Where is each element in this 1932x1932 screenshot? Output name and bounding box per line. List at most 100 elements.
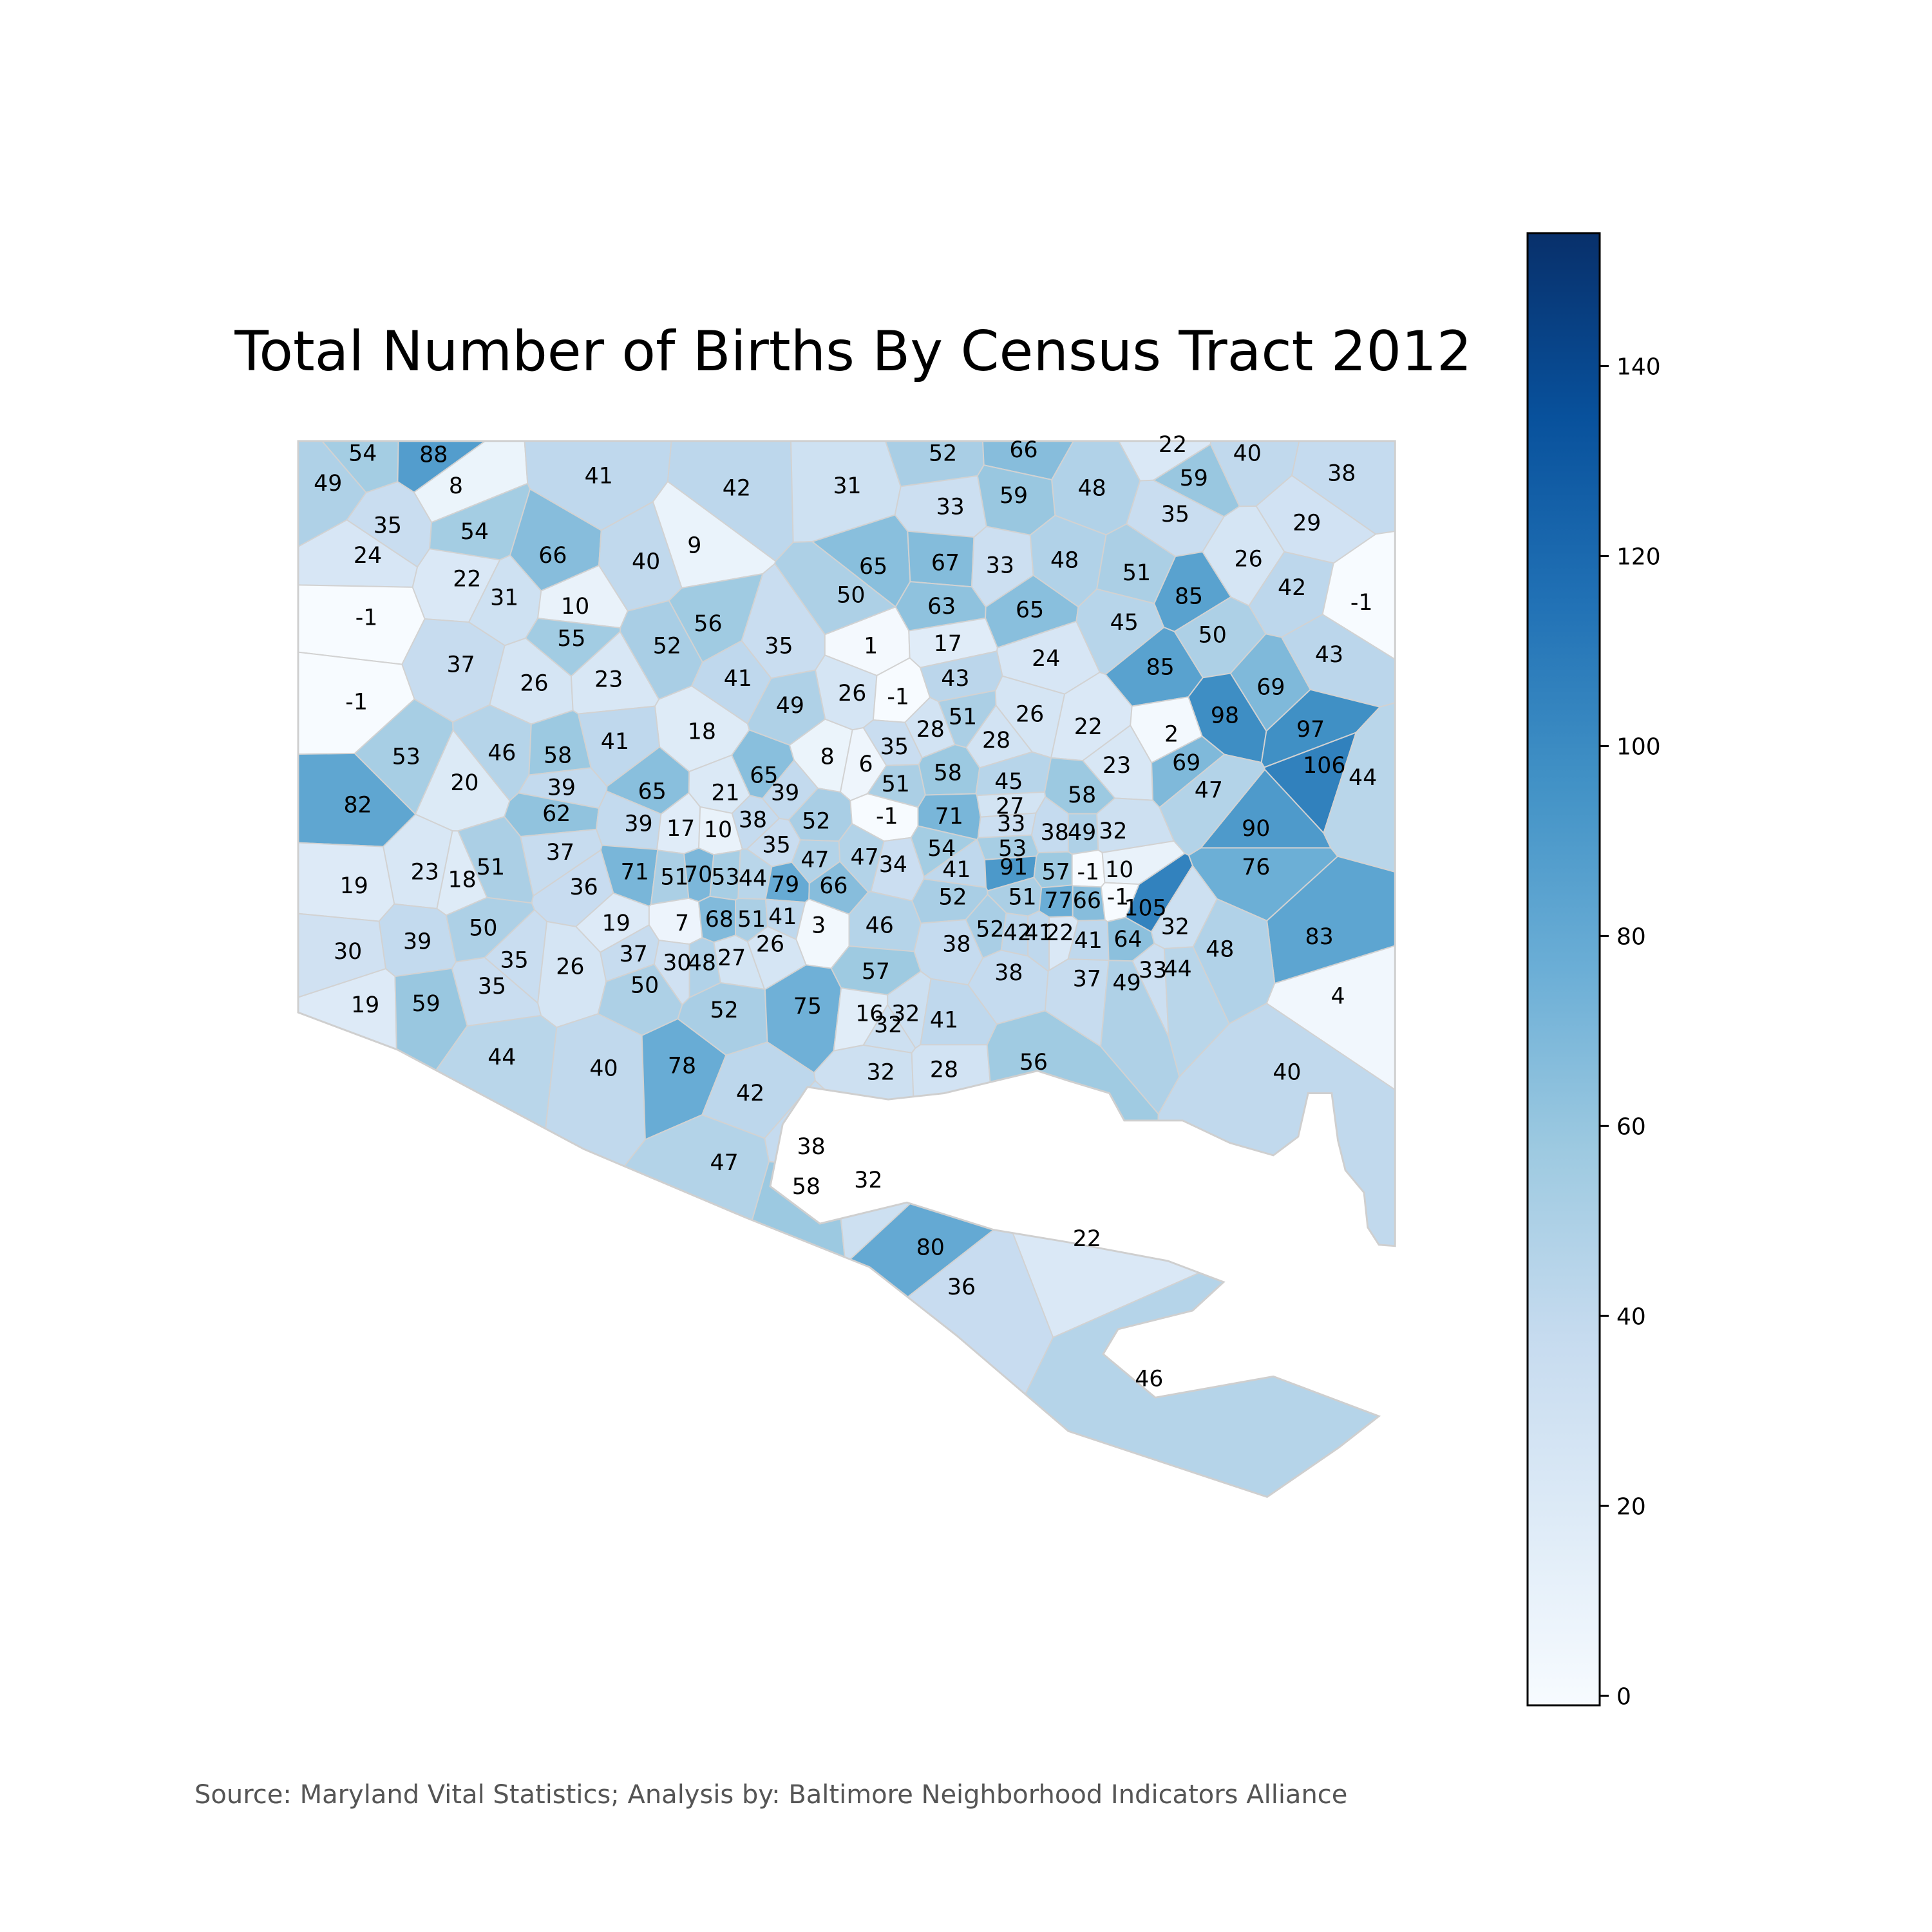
tract-value-label: 1 (864, 634, 878, 659)
tract-value-label: 9 (687, 533, 701, 558)
tract-value-label: 69 (1172, 750, 1200, 776)
tract-value-label: 44 (739, 866, 767, 891)
tract-value-label: 36 (570, 875, 598, 900)
tract-value-label: -1 (355, 605, 378, 630)
tract-value-label: 8 (449, 473, 463, 499)
tract-value-label: 59 (999, 483, 1028, 509)
tract-value-label: -1 (1107, 884, 1130, 910)
tract-value-label: 35 (762, 832, 791, 858)
tract-value-label: 4 (1331, 984, 1345, 1010)
tract-value-label: 57 (862, 959, 890, 985)
tract-value-label: 38 (739, 808, 767, 833)
tract-value-label: 54 (927, 836, 956, 862)
tract-value-label: 49 (314, 471, 342, 497)
tract-value-label: 52 (938, 884, 967, 910)
tract-value-label: 7 (675, 911, 689, 936)
tract-value-label: 33 (936, 495, 965, 520)
tract-value-label: 37 (447, 652, 475, 678)
tract-value-label: 66 (1009, 437, 1037, 463)
tract-value-label: 98 (1211, 703, 1239, 729)
tract-value-label: 16 (855, 1001, 884, 1027)
tract-value-label: -1 (887, 685, 909, 710)
tract-value-label: 22 (1074, 714, 1103, 740)
tract-value-label: 41 (724, 666, 752, 692)
tract-value-label: 41 (1025, 920, 1053, 946)
tract-value-label: 52 (802, 809, 830, 835)
tract-value-label: 22 (1073, 1226, 1101, 1252)
tract-value-label: 105 (1124, 896, 1166, 922)
tract-value-label: 71 (621, 860, 649, 886)
tract-value-label: 35 (880, 734, 909, 760)
colorbar-tick-label: 100 (1616, 734, 1661, 760)
tract-value-label: 54 (348, 441, 377, 467)
tract-value-label: 46 (488, 741, 516, 766)
tract-value-label: 59 (412, 991, 440, 1017)
census-tract (668, 1160, 846, 1497)
colorbar-ticks: 0 20 40 60 80 100 120 140 (1600, 354, 1661, 1710)
census-tract (298, 1014, 558, 1497)
tract-value-label: 41 (601, 729, 629, 755)
tract-value-label: 65 (638, 779, 667, 804)
tract-value-label: 39 (547, 775, 576, 801)
tract-value-label: 58 (792, 1174, 820, 1200)
tract-value-label: 35 (500, 948, 529, 974)
colorbar-tick-label: 20 (1616, 1493, 1646, 1520)
tract-value-label: 85 (1175, 583, 1203, 609)
tract-value-label: 52 (653, 634, 681, 659)
tract-value-label: 44 (1349, 765, 1377, 791)
tract-value-label: 56 (694, 611, 722, 637)
tract-value-label: 50 (1198, 622, 1227, 648)
tract-value-label: -1 (1077, 860, 1099, 886)
tract-value-label: 24 (354, 543, 382, 569)
tract-value-label: 41 (768, 904, 797, 930)
tract-value-label: 97 (1296, 717, 1325, 743)
tract-value-label: 18 (688, 719, 716, 745)
tract-value-label: 38 (994, 960, 1023, 986)
tract-value-label: 2 (1164, 722, 1179, 748)
tract-value-label: 38 (942, 932, 971, 958)
tract-value-label: 49 (1113, 970, 1141, 996)
tract-value-label: 44 (1164, 956, 1192, 982)
tract-value-label: 91 (999, 855, 1028, 880)
tract-value-label: 38 (1041, 820, 1069, 846)
tract-value-label: 26 (1016, 702, 1044, 728)
tract-value-label: 39 (771, 780, 799, 806)
tract-value-label: 48 (1206, 936, 1234, 962)
tract-value-label: 48 (1050, 548, 1079, 574)
tract-value-label: 106 (1303, 753, 1345, 779)
tract-value-label: 33 (986, 553, 1014, 578)
tract-value-label: 50 (837, 583, 865, 609)
tract-value-label: 32 (891, 1001, 920, 1027)
census-tract (1321, 528, 1396, 670)
tract-value-label: 80 (916, 1235, 945, 1260)
tract-value-label: 39 (624, 811, 652, 837)
tract-value-label: 40 (1273, 1059, 1301, 1085)
tract-value-label: 58 (1068, 782, 1096, 808)
tract-value-label: 40 (1233, 441, 1262, 467)
tract-value-label: 58 (544, 743, 572, 768)
tract-value-label: -1 (345, 689, 368, 715)
tract-value-label: 8 (820, 744, 835, 770)
tract-value-label: 6 (858, 752, 873, 777)
tract-value-label: 26 (756, 932, 784, 958)
tract-value-label: 82 (343, 793, 372, 819)
tract-value-label: 31 (490, 585, 518, 611)
tract-value-label: 35 (1161, 502, 1189, 527)
tract-value-label: 41 (942, 857, 971, 883)
tract-value-label: 32 (854, 1168, 882, 1193)
tract-value-label: 22 (453, 566, 481, 592)
tract-value-label: 35 (374, 513, 402, 539)
tract-value-label: 40 (632, 549, 660, 574)
tract-value-label: 75 (793, 994, 822, 1019)
tract-value-label: 67 (931, 550, 960, 576)
tract-value-label: 58 (934, 760, 962, 786)
tract-value-label: 17 (934, 631, 962, 657)
tract-value-label: 43 (1315, 642, 1343, 668)
tract-value-label: 19 (340, 873, 368, 899)
tract-value-label: -1 (1350, 590, 1373, 616)
tract-value-label: 50 (630, 972, 659, 998)
tract-value-label: 66 (819, 873, 848, 899)
tract-value-label: 47 (850, 845, 878, 871)
tract-value-label: 42 (1278, 575, 1306, 601)
